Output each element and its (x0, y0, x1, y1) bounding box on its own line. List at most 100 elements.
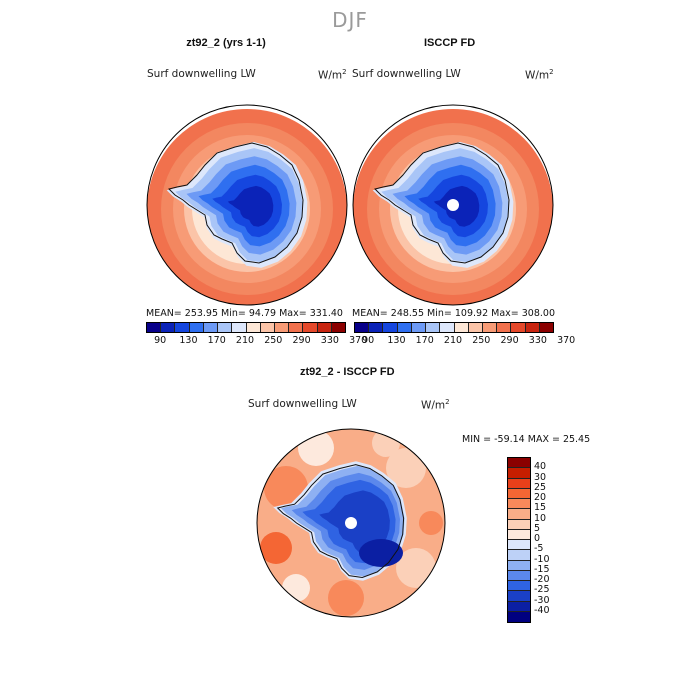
panel1-title: zt92_2 (yrs 1-1) (186, 37, 266, 49)
panel2-variable-label: Surf downwelling LW (352, 68, 461, 80)
panel2-polar-map (352, 104, 554, 306)
colorbar-tick-label: 0 (534, 533, 541, 544)
colorbar-swatch (508, 591, 530, 602)
colorbar-swatch (260, 323, 275, 332)
contour-band (372, 429, 400, 457)
colorbar-swatch (508, 540, 530, 551)
colorbar-swatch (175, 323, 190, 332)
coastline (276, 464, 405, 579)
contour-band (359, 539, 403, 567)
colorbar-swatch (508, 468, 530, 479)
colorbar-tick-label: 330 (320, 335, 339, 346)
panel2-title: ISCCP FD (424, 37, 476, 49)
map-border (146, 104, 348, 306)
panel3-units-label: W/m2 (421, 398, 450, 412)
colorbar-swatch (331, 323, 346, 332)
colorbar-tick-label: 90 (154, 335, 167, 346)
panel3-colorbar-ticks: 40 30 25 20 15 10 5 0 -5 -10 -15 -20 -25 -30 -40 (534, 457, 574, 621)
colorbar-swatch (539, 323, 554, 332)
colorbar-tick-label: 40 (534, 461, 547, 473)
panel1-stats: MEAN= 253.95 Min= 94.79 Max= 331.40 (146, 308, 343, 319)
colorbar-swatch (203, 323, 219, 332)
map-border (256, 428, 446, 618)
colorbar-swatch (525, 323, 540, 332)
colorbar-tick-label: 170 (207, 335, 226, 346)
colorbar-swatch (369, 323, 384, 332)
colorbar-tick-label: 25 (534, 481, 547, 493)
colorbar-swatch (317, 323, 332, 332)
contour-band (227, 185, 274, 227)
colorbar-tick-label: 290 (292, 335, 311, 346)
colorbar-tick-label: -20 (534, 574, 550, 585)
colorbar-tick-label: 15 (534, 502, 547, 514)
colorbar-swatch (289, 323, 304, 332)
colorbar-swatch (454, 323, 469, 332)
colorbar-swatch (440, 323, 455, 332)
colorbar-tick-label: 250 (264, 335, 283, 346)
colorbar-swatch (508, 560, 530, 571)
colorbar-tick-label: -25 (534, 584, 550, 596)
colorbar-swatch (161, 323, 176, 332)
map-field (147, 109, 347, 305)
colorbar-swatch (397, 323, 412, 332)
colorbar-tick-label: 30 (534, 471, 547, 483)
colorbar-swatch (508, 550, 530, 561)
colorbar-swatch (511, 323, 526, 332)
panel1-units-label: W/m2 (318, 68, 347, 82)
colorbar-swatch (355, 323, 370, 332)
panel1-colorbar (146, 322, 346, 333)
colorbar-swatch (147, 323, 162, 332)
colorbar-swatch (218, 323, 233, 332)
colorbar-swatch (497, 323, 512, 332)
coastline (168, 142, 304, 264)
colorbar-tick-label: -30 (534, 594, 550, 606)
pole-hole (345, 517, 357, 529)
contour-band (328, 580, 364, 616)
colorbar-tick-label: 170 (415, 335, 434, 346)
colorbar-tick-label: -15 (534, 563, 550, 575)
pole-hole (447, 199, 459, 211)
panel2-stats: MEAN= 248.55 Min= 109.92 Max= 308.00 (352, 308, 556, 319)
map-border (352, 104, 554, 306)
contour-band (419, 511, 443, 535)
colorbar-tick-label: -5 (534, 543, 544, 555)
panel1-variable-label: Surf downwelling LW (147, 68, 256, 80)
map-field (353, 109, 553, 305)
colorbar-swatch (189, 323, 204, 332)
colorbar-swatch (508, 509, 530, 520)
panel1-polar-map (146, 104, 348, 306)
contour-band (260, 532, 292, 564)
colorbar-tick-label: 20 (534, 492, 547, 503)
coastline (374, 142, 510, 264)
colorbar-swatch (303, 323, 318, 332)
colorbar-swatch (232, 323, 247, 332)
colorbar-tick-label: 130 (387, 335, 406, 346)
colorbar-swatch (508, 611, 530, 622)
colorbar-tick-label: 290 (500, 335, 519, 346)
colorbar-tick-label: 10 (534, 512, 547, 524)
colorbar-swatch (508, 570, 530, 581)
colorbar-swatch (508, 601, 530, 612)
panel3-stats: MIN = -59.14 MAX = 25.45 (462, 434, 591, 445)
colorbar-tick-label: 210 (443, 335, 463, 346)
colorbar-swatch (411, 323, 427, 332)
panel3-colorbar (507, 457, 531, 623)
panel3-variable-label: Surf downwelling LW (248, 398, 357, 410)
colorbar-swatch (274, 323, 290, 332)
panel2-units-label: W/m2 (525, 68, 554, 82)
colorbar-swatch (246, 323, 261, 332)
colorbar-tick-label: -10 (534, 553, 550, 565)
panel2-colorbar (354, 322, 554, 333)
colorbar-tick-label: -40 (534, 604, 550, 616)
colorbar-tick-label: 210 (235, 335, 255, 346)
colorbar-swatch (508, 488, 530, 499)
colorbar-swatch (383, 323, 398, 332)
colorbar-swatch (508, 478, 530, 489)
colorbar-swatch (426, 323, 441, 332)
panel2-colorbar-ticks: 90 130 170 210 250 290 330 370 (354, 335, 575, 347)
panel1-colorbar-ticks: 90 130 170 210 250 290 330 370 (146, 335, 367, 347)
panel3-polar-map (256, 428, 446, 618)
colorbar-swatch (468, 323, 483, 332)
colorbar-tick-label: 370 (557, 335, 576, 346)
colorbar-tick-label: 250 (472, 335, 491, 346)
